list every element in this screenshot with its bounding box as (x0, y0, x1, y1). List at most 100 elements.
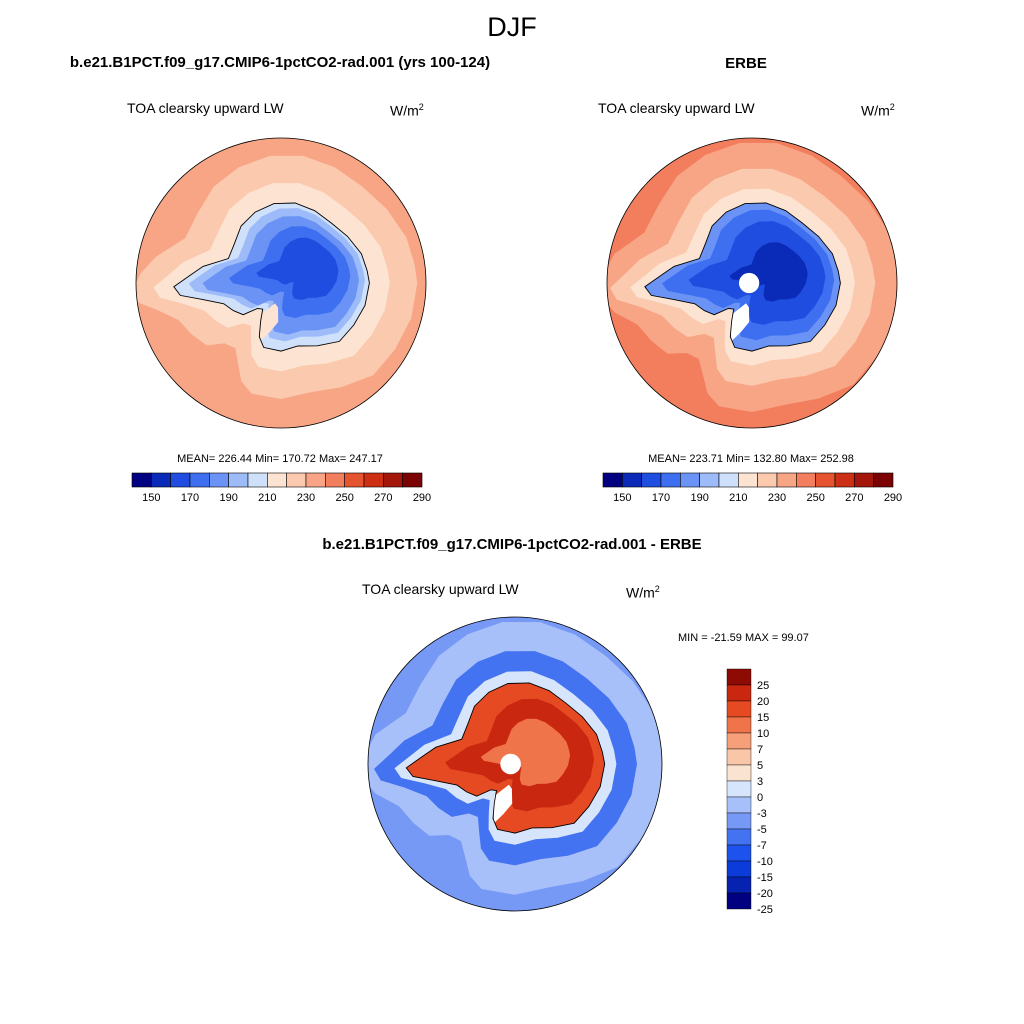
obs-colorbar-cell (776, 472, 797, 488)
model-colorbar-tick-label: 150 (142, 492, 160, 504)
diff-colorbar-tick-label: 0 (757, 792, 763, 804)
obs-colorbar-tick-label: 170 (652, 492, 670, 504)
model-colorbar-cell (131, 472, 152, 488)
model-colorbar-cell (305, 472, 326, 488)
diff-colorbar-cell (726, 700, 752, 718)
model-colorbar-cell (170, 472, 191, 488)
model-colorbar-cell (189, 472, 210, 488)
diff-colorbar-tick-label: -25 (757, 904, 773, 916)
panel-diff-title: b.e21.B1PCT.f09_g17.CMIP6-1pctCO2-rad.00… (322, 536, 702, 553)
colorbar-obs: 150 170 190 210 230 250 270 290 (602, 472, 902, 504)
obs-colorbar-tick-label: 250 (806, 492, 824, 504)
panel-obs-title: ERBE (725, 55, 767, 72)
panel-model-stats: MEAN= 226.44 Min= 170.72 Max= 247.17 (177, 453, 383, 465)
model-colorbar-cell (286, 472, 307, 488)
diff-colorbar-tick-label: -3 (757, 808, 767, 820)
obs-colorbar-cell (854, 472, 874, 488)
obs-colorbar-cell (873, 472, 894, 488)
obs-colorbar-cell (796, 472, 816, 488)
panel-obs-variable-label: TOA clearsky upward LW (598, 100, 755, 116)
panel-model-variable-label: TOA clearsky upward LW (127, 100, 284, 116)
obs-ice-shelf (730, 303, 750, 342)
diff-colorbar-tick-label: 20 (757, 696, 769, 708)
panel-model-units: W/m2 (390, 102, 424, 119)
panel-diff-variable-label: TOA clearsky upward LW (362, 581, 519, 597)
model-colorbar-cell (247, 472, 268, 488)
map-obs (606, 137, 898, 429)
obs-colorbar-tick-label: 150 (613, 492, 631, 504)
diff-colorbar-tick-label: 3 (757, 776, 763, 788)
model-colorbar-cell (151, 472, 171, 488)
model-colorbar-cell (267, 472, 287, 488)
obs-colorbar-cell (757, 472, 778, 488)
diff-colorbar-cell (726, 796, 752, 814)
obs-colorbar-cell (622, 472, 642, 488)
model-map-border (135, 137, 427, 429)
model-land-level-4 (256, 237, 339, 300)
panel-diff-units: W/m2 (626, 584, 660, 601)
obs-colorbar-cell (680, 472, 700, 488)
diff-colorbar-tick-label: 25 (757, 680, 769, 692)
panel-diff-stats: MIN = -21.59 MAX = 99.07 (678, 632, 809, 644)
obs-pole-gap (738, 272, 760, 294)
colorbar-model: 150 170 190 210 230 250 270 290 (131, 472, 431, 504)
diff-ice-shelf (493, 784, 513, 824)
diff-colorbar-tick-label: -10 (757, 856, 773, 868)
model-colorbar-cell (209, 472, 229, 488)
obs-colorbar-tick-label: 210 (729, 492, 747, 504)
diff-colorbar-tick-label: -5 (757, 824, 767, 836)
model-colorbar-cell (228, 472, 249, 488)
obs-colorbar-cell (834, 472, 855, 488)
diff-colorbar-tick-label: 5 (757, 760, 763, 772)
diff-colorbar-cell (726, 892, 752, 910)
diff-map-border (367, 616, 663, 912)
diff-colorbar-tick-label: -20 (757, 888, 773, 900)
model-colorbar-cell (402, 472, 423, 488)
obs-colorbar-tick-label: 230 (768, 492, 786, 504)
obs-colorbar-cell (641, 472, 662, 488)
obs-colorbar-tick-label: 270 (845, 492, 863, 504)
model-colorbar-tick-label: 170 (181, 492, 199, 504)
diff-colorbar-cell (726, 732, 752, 750)
diff-colorbar-cell (726, 780, 752, 798)
map-diff (367, 616, 663, 912)
obs-colorbar-cell (660, 472, 681, 488)
diff-colorbar-tick-label: -15 (757, 872, 773, 884)
diff-pole-gap (500, 753, 521, 775)
diff-colorbar-tick-label: -7 (757, 840, 767, 852)
obs-colorbar-tick-label: 190 (690, 492, 708, 504)
model-colorbar-cell (325, 472, 345, 488)
diff-colorbar-cell (726, 716, 752, 734)
model-ice-shelf (259, 303, 279, 342)
panel-model-title: b.e21.B1PCT.f09_g17.CMIP6-1pctCO2-rad.00… (69, 54, 491, 71)
diff-colorbar-cell (726, 684, 752, 702)
model-colorbar-tick-label: 210 (258, 492, 276, 504)
diff-land-level-2 (480, 718, 571, 787)
diff-colorbar-cell (726, 748, 752, 766)
obs-colorbar-cell (738, 472, 758, 488)
model-colorbar-cell (363, 472, 384, 488)
obs-land-level-3 (729, 242, 808, 302)
obs-coastline (644, 202, 841, 352)
map-model (135, 137, 427, 429)
panel-obs-stats: MEAN= 223.71 Min= 132.80 Max= 252.98 (648, 453, 854, 465)
diff-coastline (405, 682, 606, 834)
obs-map-border (606, 137, 898, 429)
obs-colorbar-cell (602, 472, 623, 488)
panel-obs-units: W/m2 (861, 102, 895, 119)
diff-colorbar-tick-label: 7 (757, 744, 763, 756)
diff-colorbar-cell (726, 812, 752, 830)
obs-colorbar-cell (718, 472, 739, 488)
model-coastline (173, 202, 370, 352)
diff-colorbar-cell (726, 844, 752, 862)
model-colorbar-cell (383, 472, 403, 488)
model-colorbar-tick-label: 290 (413, 492, 431, 504)
obs-colorbar-cell (815, 472, 836, 488)
model-colorbar-tick-label: 250 (335, 492, 353, 504)
model-colorbar-tick-label: 270 (374, 492, 392, 504)
diff-colorbar-tick-label: 15 (757, 712, 769, 724)
model-colorbar-cell (344, 472, 365, 488)
diff-colorbar-tick-label: 10 (757, 728, 769, 740)
figure-title: DJF (487, 12, 537, 42)
diff-colorbar-cell (726, 828, 752, 846)
